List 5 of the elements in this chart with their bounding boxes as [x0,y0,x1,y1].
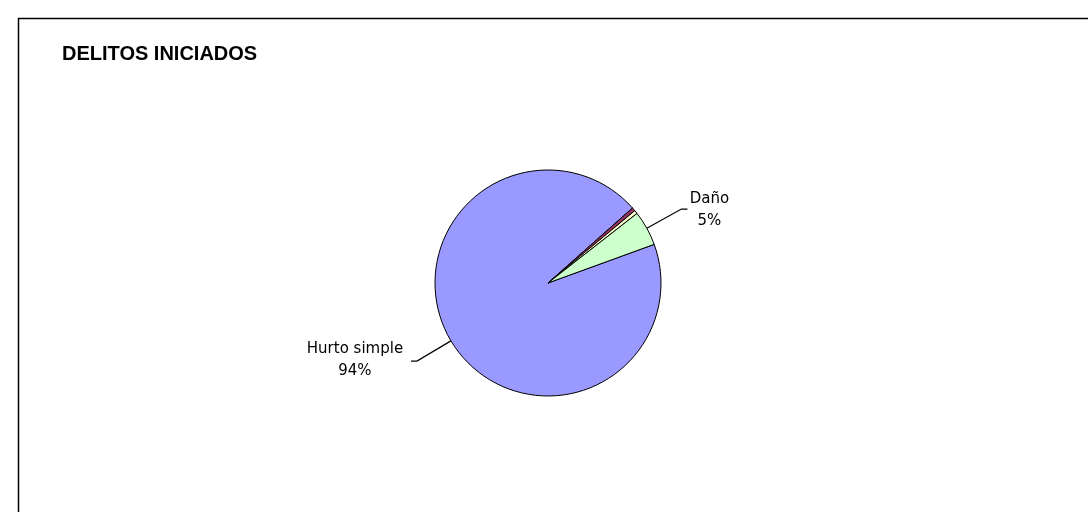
chart-title: DELITOS INICIADOS [62,42,258,64]
slice-label: Hurto simple [306,339,404,358]
slice-label: Daño [689,189,730,208]
data-label: 5% [697,211,722,230]
data-label: 94% [338,361,372,380]
